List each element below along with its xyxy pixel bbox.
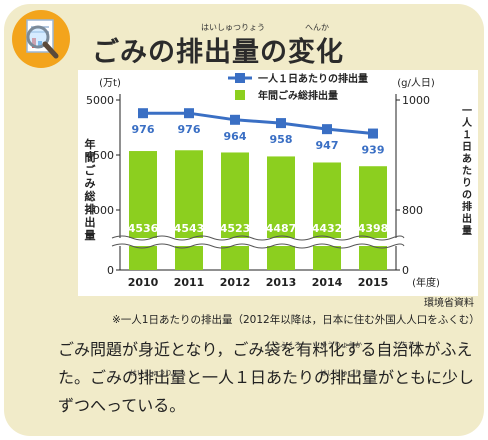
source-label: 環境省資料 xyxy=(424,298,474,309)
left-unit: (万t) xyxy=(99,78,121,89)
axis-break-line-top xyxy=(111,235,405,241)
bar xyxy=(267,156,295,270)
ruby-yuuryouka: ゆうりょうか xyxy=(320,341,362,349)
ylabel-left-char: 年 xyxy=(85,137,96,151)
ylabel-left-char: 出 xyxy=(85,215,96,229)
ylabel-right-char: 排 xyxy=(462,200,472,213)
line-point xyxy=(322,124,332,135)
body-line-3: ずつへっている。 xyxy=(58,396,186,415)
title-ruby-henka: へんか xyxy=(305,23,329,32)
right-tick-label: 800 xyxy=(402,204,423,217)
left-tick-label: 4500 xyxy=(86,149,114,162)
x-tick-label: 2010 xyxy=(128,276,159,289)
ylabel-right-char: 人 xyxy=(462,116,473,129)
body-line-1: ごみ問題が身近となり，ごみ袋を有料化する自治体がふえ xyxy=(58,340,473,359)
line-point xyxy=(184,108,194,119)
ylabel-left-char: 間 xyxy=(85,151,96,164)
ylabel-left-char: 総 xyxy=(85,189,96,203)
line-value-label: 939 xyxy=(362,144,385,157)
line-value-label: 976 xyxy=(132,123,155,136)
legend-line-label: 一人１日あたりの排出量 xyxy=(258,72,368,85)
legend-line-marker xyxy=(235,73,245,83)
line-point xyxy=(368,128,378,139)
ruby-haishutsu-2: はいしゅつりょう xyxy=(320,369,376,377)
bar-value-label: 4398 xyxy=(358,222,389,235)
line-value-label: 976 xyxy=(178,123,201,136)
bar-value-label: 4536 xyxy=(128,222,159,235)
x-tick-label: 2014 xyxy=(312,276,343,289)
bar-value-label: 4543 xyxy=(174,222,205,235)
ylabel-right-char: １ xyxy=(462,129,472,141)
left-tick-label: 5000 xyxy=(86,94,114,107)
line-series xyxy=(143,111,374,136)
legend-bar-label: 年間ごみ総排出量 xyxy=(258,89,338,102)
ylabel-right-char: 一 xyxy=(462,106,472,117)
bar-value-label: 4523 xyxy=(220,222,251,235)
ylabel-right-char: 出 xyxy=(462,212,472,225)
bar-value-label: 4432 xyxy=(312,222,343,235)
line-value-label: 964 xyxy=(224,130,247,143)
line-point xyxy=(230,114,240,125)
bar xyxy=(129,151,157,270)
body-text: ふくろ ゆうりょうか じちたい はいしゅつりょう はいしゅつりょう ごみ問題が身… xyxy=(58,336,475,420)
page-title: ごみの排出量の変化 xyxy=(92,37,344,68)
chart-area: 5000 4500 4000 0 1000 800 0 (万t) (g/人日) 年間ごみ総排出量一… xyxy=(78,70,478,296)
bar xyxy=(313,162,341,270)
ylabel-right-char: た xyxy=(462,165,472,177)
bar xyxy=(221,152,249,270)
right-tick-label: 0 xyxy=(402,264,409,277)
ylabel-right-char: の xyxy=(462,190,472,201)
ruby-fukuro: ふくろ xyxy=(280,341,301,349)
title-ruby-haishutsuryou: はいしゅつりょう xyxy=(201,23,265,32)
axis-break-band xyxy=(112,238,404,246)
bar xyxy=(175,150,203,270)
ylabel-left-char: み xyxy=(85,177,96,190)
ylabel-left-char: ご xyxy=(85,163,97,177)
right-unit: (g/人日) xyxy=(397,77,435,89)
body-line-2: た。ごみの排出量と一人１日あたりの排出量がともに少し xyxy=(58,368,475,387)
legend-bar-swatch xyxy=(235,90,245,100)
x-tick-label: 2012 xyxy=(220,276,251,289)
ylabel-right-char: あ xyxy=(462,152,472,165)
ruby-jichitai: じちたい xyxy=(394,341,422,349)
footnote: ※一人1日あたりの排出量（2012年以降は，日本に住む外国人人口をふくむ） xyxy=(112,314,480,326)
title-bar: はいしゅつりょう へんか ごみの排出量の変化 xyxy=(0,0,480,70)
ruby-haishutsu-1: はいしゅつりょう xyxy=(130,369,186,377)
ylabel-right-char: 日 xyxy=(462,141,472,153)
ylabel-left-char: 排 xyxy=(85,202,96,216)
left-tick-label: 4000 xyxy=(86,204,114,217)
line-value-label: 947 xyxy=(316,139,339,152)
x-tick-label: 2013 xyxy=(266,276,297,289)
line-value-label: 958 xyxy=(270,133,293,146)
ylabel-left-char: 量 xyxy=(85,229,96,242)
bar xyxy=(359,166,387,270)
x-unit: (年度) xyxy=(412,276,440,289)
x-tick-label: 2011 xyxy=(174,276,205,289)
ylabel-right-char: 量 xyxy=(462,224,472,237)
magnifier-icon xyxy=(12,10,70,68)
axis-break-line-bottom xyxy=(111,243,405,249)
line-point xyxy=(276,118,286,129)
right-tick-label: 1000 xyxy=(402,94,430,107)
x-tick-label: 2015 xyxy=(358,276,389,289)
line-point xyxy=(138,108,148,119)
ylabel-right-char: り xyxy=(462,177,472,189)
left-tick-label: 0 xyxy=(107,264,114,277)
bar-value-label: 4487 xyxy=(266,222,297,235)
